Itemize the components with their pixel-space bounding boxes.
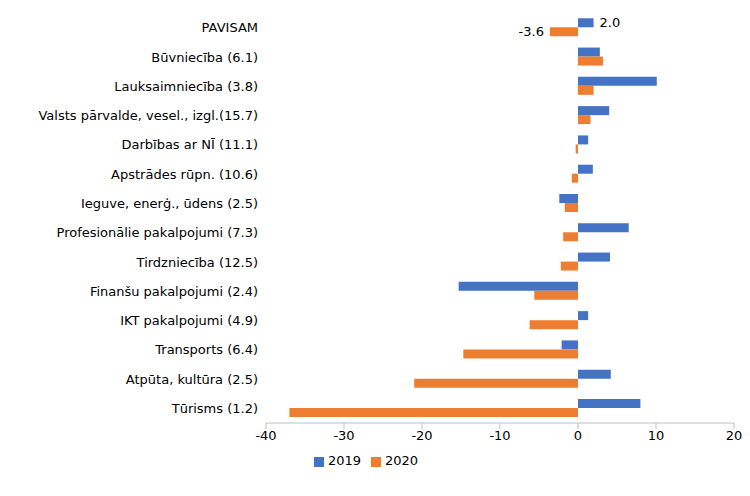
svg-text:Valsts pārvalde, vesel., izgl.: Valsts pārvalde, vesel., izgl.(15.7): [38, 108, 258, 123]
svg-text:-20: -20: [411, 428, 432, 443]
svg-text:Ieguve, enerģ., ūdens (2.5): Ieguve, enerģ., ūdens (2.5): [81, 196, 258, 211]
svg-text:Būvniecība (6.1): Būvniecība (6.1): [151, 50, 258, 65]
svg-text:Apstrādes rūpn. (10.6): Apstrādes rūpn. (10.6): [111, 167, 258, 182]
svg-text:Lauksaimniecība (3.8): Lauksaimniecība (3.8): [114, 79, 258, 94]
svg-text:2.0: 2.0: [600, 15, 621, 30]
html-text:2020: 2020: [385, 453, 419, 468]
svg-text:PAVISAM: PAVISAM: [202, 20, 258, 35]
svg-text:Finanšu pakalpojumi (2.4): Finanšu pakalpojumi (2.4): [90, 284, 258, 299]
svg-text:0: 0: [574, 428, 582, 443]
svg-text:Darbības ar NĪ (11.1): Darbības ar NĪ (11.1): [121, 137, 258, 152]
svg-text:10: 10: [648, 428, 665, 443]
svg-text:Tirdzniecība (12.5): Tirdzniecība (12.5): [136, 255, 258, 270]
svg-text:-30: -30: [333, 428, 354, 443]
svg-text:IKT pakalpojumi (4.9): IKT pakalpojumi (4.9): [120, 313, 258, 328]
svg-text:20: 20: [726, 428, 742, 443]
svg-text:-40: -40: [255, 428, 276, 443]
svg-text:-10: -10: [489, 428, 510, 443]
svg-text:Transports (6.4): Transports (6.4): [154, 342, 258, 357]
svg-text:-3.6: -3.6: [519, 24, 544, 39]
svg-text:Profesionālie pakalpojumi (7.3: Profesionālie pakalpojumi (7.3): [57, 225, 258, 240]
svg-text:Tūrisms (1.2): Tūrisms (1.2): [171, 401, 258, 416]
html-text:2019: 2019: [327, 453, 361, 468]
svg-text:Atpūta, kultūra (2.5): Atpūta, kultūra (2.5): [126, 372, 258, 387]
